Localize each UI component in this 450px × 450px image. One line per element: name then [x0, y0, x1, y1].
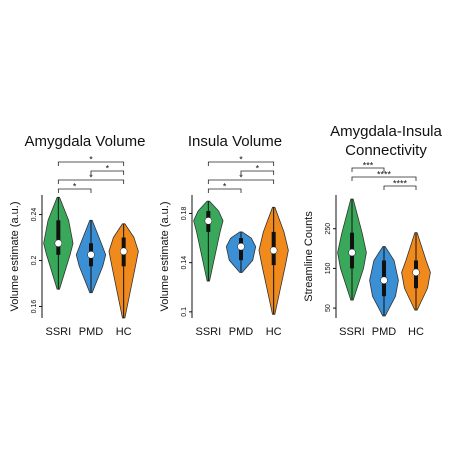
median-dot — [87, 251, 95, 259]
significance-bracket — [351, 167, 385, 172]
significance-label: * — [256, 163, 260, 173]
significance-label: * — [239, 172, 243, 182]
significance-label: **** — [393, 178, 408, 188]
x-tick-label: HC — [116, 326, 132, 338]
median-dot — [269, 246, 278, 255]
significance-bracket — [240, 170, 275, 175]
x-tick-label: PMD — [79, 326, 104, 338]
x-tick-label: PMD — [229, 326, 254, 338]
y-tick-label: 0.18 — [181, 207, 188, 221]
chart-title: Insula Volume — [187, 133, 283, 150]
significance-bracket — [383, 185, 417, 190]
y-axis-label: Volume estimate (a.u.) — [9, 201, 21, 311]
chart-title: Amygdala-Insula Connectivity — [330, 123, 442, 159]
y-axis-label: Volume estimate (a.u.) — [159, 201, 171, 311]
significance-label: * — [73, 181, 77, 191]
y-axis-label: Streamline Counts — [303, 211, 315, 302]
significance-bracket — [351, 176, 417, 181]
x-tick-label: HC — [408, 326, 424, 338]
x-tick-label: HC — [266, 326, 282, 338]
x-tick-label: SSRI — [339, 326, 365, 338]
median-dot — [237, 242, 245, 251]
significance-label: * — [89, 154, 93, 164]
median-dot — [380, 276, 388, 285]
x-tick-label: SSRI — [195, 326, 221, 338]
significance-bracket — [57, 188, 92, 193]
x-tick-label: PMD — [372, 326, 397, 338]
significance-label: * — [89, 172, 93, 182]
significance-bracket — [90, 170, 125, 175]
median-dot — [204, 217, 213, 225]
y-tick-label: 0.14 — [181, 256, 188, 270]
significance-label: * — [239, 154, 243, 164]
y-tick-label: 0.1 — [181, 307, 188, 317]
y-tick-label: 50 — [325, 304, 332, 312]
y-tick-label: 150 — [325, 262, 332, 274]
significance-bracket — [57, 161, 125, 166]
significance-label: **** — [377, 169, 392, 179]
median-dot — [412, 268, 420, 277]
median-dot — [348, 248, 356, 257]
chart-title: Amygdala Volume — [24, 133, 146, 150]
x-tick-label: SSRI — [45, 326, 71, 338]
significance-bracket — [207, 161, 275, 166]
median-dot — [119, 247, 128, 256]
median-dot — [54, 239, 63, 248]
significance-label: *** — [363, 160, 374, 170]
significance-label: * — [106, 163, 110, 173]
y-tick-label: 0.2 — [31, 256, 38, 266]
significance-bracket — [207, 188, 242, 193]
significance-label: * — [223, 181, 227, 191]
y-tick-label: 250 — [325, 223, 332, 235]
y-tick-label: 0.16 — [31, 300, 38, 314]
y-tick-label: 0.24 — [31, 208, 38, 222]
significance-bracket — [207, 179, 275, 184]
significance-bracket — [57, 179, 125, 184]
